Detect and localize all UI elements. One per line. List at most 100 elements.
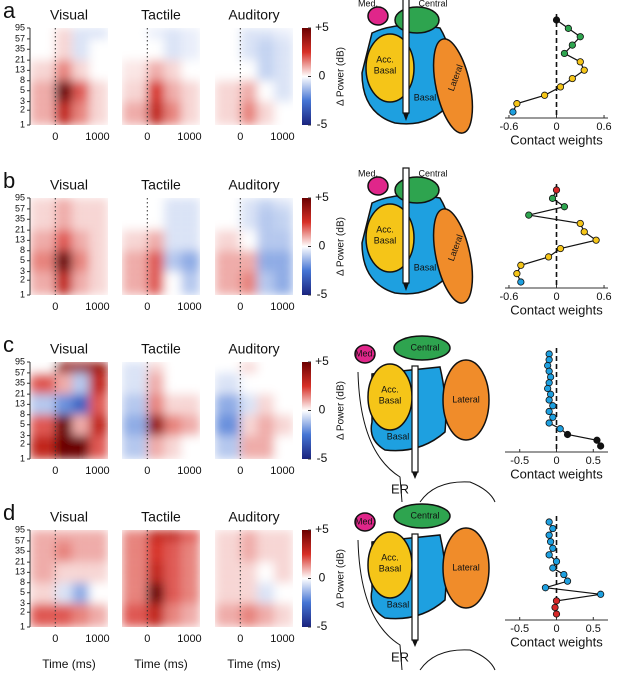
heatmap-cell — [240, 101, 258, 125]
heatmap-cell — [164, 394, 182, 415]
region-label: Central — [410, 510, 439, 520]
heatmap-cell — [122, 435, 148, 459]
heatmap-cell — [55, 101, 73, 125]
weight-point — [552, 597, 561, 605]
weight-point — [563, 577, 572, 585]
heatmap — [122, 198, 200, 295]
heatmap-cell — [72, 80, 90, 102]
weight-point — [547, 538, 555, 546]
heatmap-cell — [55, 530, 73, 541]
heatmap-cell — [89, 540, 108, 563]
x-tick-label: 0 — [553, 291, 559, 303]
heatmap-cell — [181, 38, 200, 61]
region-label: Acc. — [376, 224, 394, 234]
x-tick-label: 0 — [553, 455, 559, 467]
heatmap-cell — [122, 540, 148, 563]
heatmap-cell — [164, 80, 182, 102]
heatmap-cells — [215, 530, 293, 627]
heatmap-cell — [122, 582, 148, 604]
heatmap — [215, 530, 293, 627]
heatmap-cell — [30, 60, 56, 81]
region-label: Basal — [379, 395, 402, 405]
weight-point — [592, 236, 600, 244]
heatmap-cell — [240, 38, 258, 61]
heatmap-cell — [164, 562, 182, 583]
x-tick-label: 0 — [144, 301, 150, 313]
heatmap-cell — [274, 38, 293, 61]
heatmap-cell — [240, 530, 258, 541]
heatmap-cell — [30, 271, 56, 295]
heatmap-cell — [72, 435, 90, 459]
weight-point — [556, 83, 565, 91]
heatmap-cell — [72, 208, 90, 231]
heatmap-cell — [240, 28, 258, 39]
weight-point — [597, 590, 605, 598]
region-label: Med. — [355, 516, 375, 526]
heatmap — [122, 530, 200, 627]
heatmap-cell — [30, 101, 56, 125]
heatmap-cell — [257, 372, 275, 395]
subplot-title: Visual — [50, 509, 88, 525]
heatmap-cell — [147, 362, 165, 373]
weight-point — [549, 413, 557, 421]
electrode-tip — [403, 113, 409, 121]
subplot-title: Auditory — [228, 7, 279, 23]
y-tick-label: 8 — [20, 75, 25, 85]
heatmap-cell — [122, 362, 148, 373]
x-tick-label: 0 — [144, 633, 150, 645]
weight-point — [509, 108, 517, 116]
weight-point — [552, 557, 561, 566]
y-tick-label: 95 — [15, 22, 25, 32]
weight-point — [517, 278, 525, 286]
heatmap-cell — [89, 414, 108, 436]
heatmap-cell — [274, 60, 293, 81]
heatmap-cell — [30, 230, 56, 251]
heatmap-cell — [215, 414, 241, 436]
heatmap-cell — [164, 603, 182, 627]
y-tick-label: 5 — [20, 419, 25, 429]
region-label: Acc. — [381, 552, 399, 562]
heatmap-cells — [122, 530, 200, 627]
heatmap-cell — [30, 38, 56, 61]
x-axis-label: Contact weights — [510, 634, 603, 649]
heatmap-cell — [215, 362, 241, 373]
y-tick-label: 8 — [20, 245, 25, 255]
y-tick-label: 8 — [20, 409, 25, 419]
heatmap-cell — [181, 250, 200, 272]
weight-point — [597, 442, 605, 450]
heatmap-cell — [89, 28, 108, 39]
heatmap-cell — [215, 394, 241, 415]
weight-point — [545, 518, 553, 526]
y-tick-label: 3 — [20, 96, 25, 106]
x-tick-label: 0 — [144, 131, 150, 143]
y-tick-label: 13 — [15, 567, 25, 577]
heatmap-cell — [147, 198, 165, 209]
heatmap-cell — [89, 198, 108, 209]
subplot-title: Tactile — [141, 509, 181, 525]
x-tick-label: 0.5 — [586, 455, 601, 467]
weight-point — [568, 74, 576, 83]
heatmap-cell — [72, 530, 90, 541]
outline — [357, 371, 496, 503]
subplot-title: Tactile — [141, 7, 181, 23]
y-tick-label: 35 — [15, 214, 25, 224]
heatmap-cell — [274, 603, 293, 627]
heatmap-cell — [89, 250, 108, 272]
heatmap-cell — [215, 198, 241, 209]
y-tick-label: 13 — [15, 65, 25, 75]
subplot-title: Visual — [50, 341, 88, 357]
weight-point — [549, 564, 557, 572]
heatmap-cell — [274, 362, 293, 373]
heatmap-cell — [147, 271, 165, 295]
y-tick-label: 13 — [15, 399, 25, 409]
region-label: Acc. — [381, 384, 399, 394]
heatmap-cell — [30, 250, 56, 272]
heatmap-cell — [274, 208, 293, 231]
heatmap-cell — [147, 28, 165, 39]
x-tick-label: 1000 — [85, 301, 109, 313]
weight-point — [551, 603, 559, 612]
heatmap-cell — [240, 250, 258, 272]
weight-point — [517, 261, 525, 269]
x-tick-label: 0.6 — [596, 291, 611, 303]
